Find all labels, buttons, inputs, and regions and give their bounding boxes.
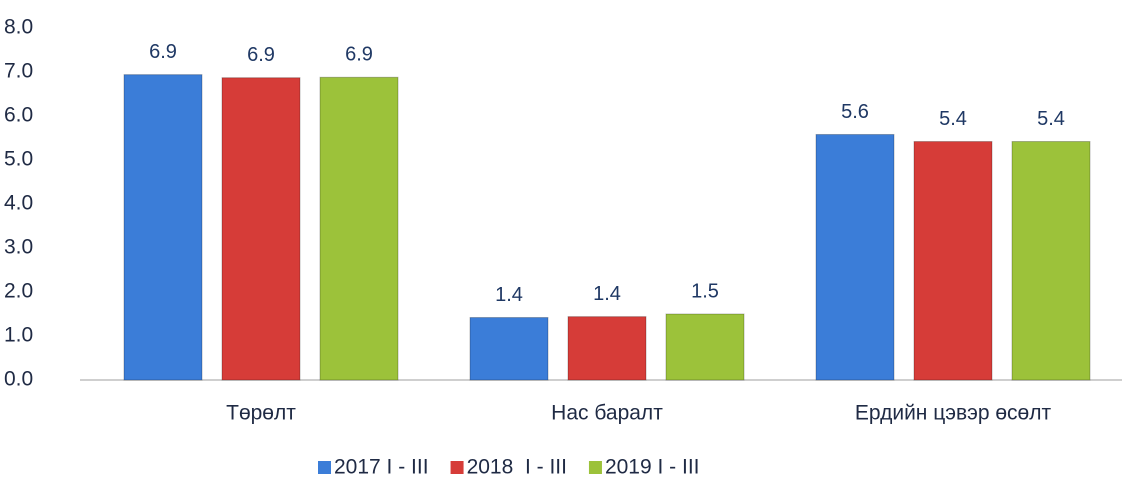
y-tick-label: 2.0 xyxy=(4,280,33,303)
bar xyxy=(815,133,895,381)
bar xyxy=(567,316,647,381)
data-label: 1.4 xyxy=(495,284,523,306)
data-label: 5.4 xyxy=(939,108,967,130)
legend-swatch xyxy=(588,461,602,474)
y-tick-label: 3.0 xyxy=(4,236,33,259)
bar xyxy=(319,76,399,381)
bar xyxy=(221,77,301,381)
data-label: 6.9 xyxy=(149,41,177,63)
y-tick-label: 6.0 xyxy=(4,104,33,127)
y-tick-label: 0.0 xyxy=(4,368,33,391)
data-label: 6.9 xyxy=(247,44,275,66)
data-label: 6.9 xyxy=(345,44,373,66)
bar xyxy=(123,74,203,381)
bar xyxy=(913,141,993,381)
bar xyxy=(665,313,745,381)
y-tick-label: 5.0 xyxy=(4,148,33,171)
bar xyxy=(469,317,549,381)
legend-label: 2019 I - III xyxy=(605,456,700,479)
x-tick-label: Төрөлт xyxy=(226,402,296,425)
legend-label: 2017 I - III xyxy=(334,456,429,479)
bar xyxy=(1011,141,1091,381)
legend-swatch xyxy=(450,461,464,474)
legend-swatch xyxy=(318,461,331,474)
y-tick-label: 4.0 xyxy=(4,192,33,215)
x-tick-label: Нас баралт xyxy=(551,402,663,425)
y-tick-label: 1.0 xyxy=(4,324,33,347)
data-label: 5.6 xyxy=(841,101,869,123)
legend-label: 2018 I - III xyxy=(467,456,567,479)
x-tick-label: Ердийн цэвэр өсөлт xyxy=(855,402,1052,425)
data-label: 1.4 xyxy=(593,283,621,305)
data-label: 1.5 xyxy=(691,280,719,302)
data-label: 5.4 xyxy=(1037,108,1065,130)
y-tick-label: 8.0 xyxy=(4,16,33,39)
y-tick-label: 7.0 xyxy=(4,60,33,83)
